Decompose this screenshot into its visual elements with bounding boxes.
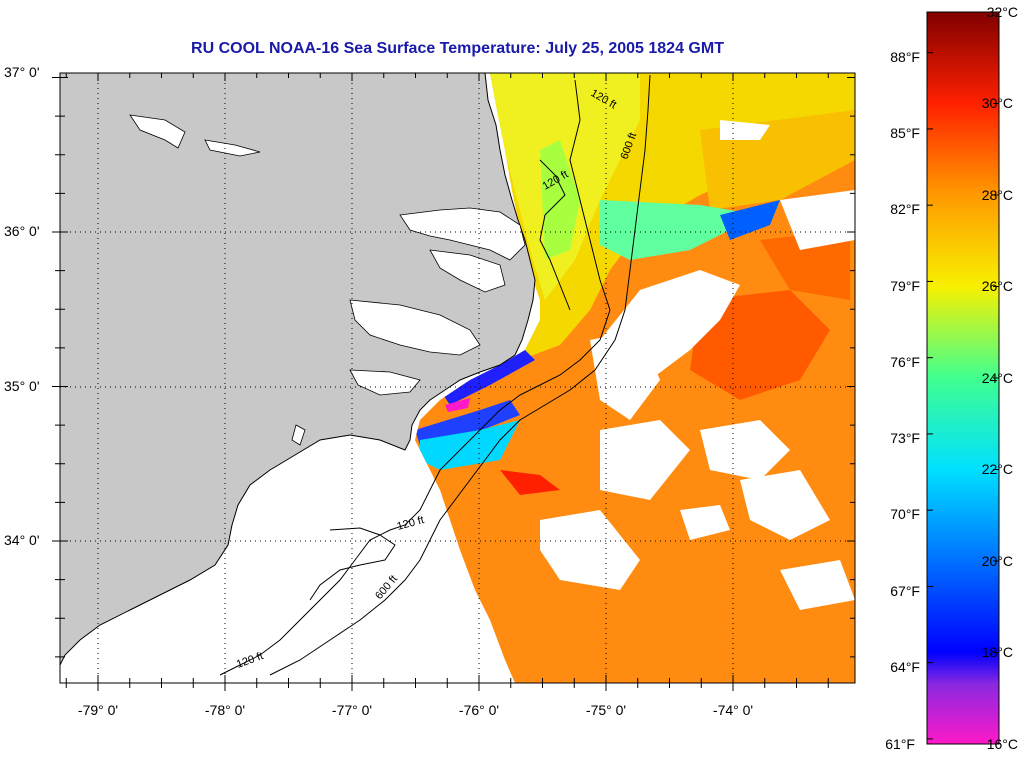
lat-label-34: 34° 0' (4, 532, 40, 548)
lon-label-77: -77° 0' (332, 702, 372, 718)
lon-label-75: -75° 0' (586, 702, 626, 718)
sst-red-spot (500, 470, 560, 495)
plot-frame (59, 72, 856, 684)
sst-red-eddy-1 (690, 290, 830, 400)
cb-f-70: 70°F (890, 506, 920, 522)
cb-f-67: 67°F (890, 583, 920, 599)
colorbar-celsius-labels: 32°C 30°C 28°C 26°C 24°C 22°C 20°C 18°C … (982, 4, 1018, 752)
contour-shelf (539, 159, 571, 311)
sst-blue-streak-3 (415, 400, 520, 445)
cb-f-76: 76°F (890, 354, 920, 370)
cb-f-88: 88°F (890, 49, 920, 65)
sst-blue-streak-2 (440, 345, 535, 405)
cb-c-26: 26°C (982, 278, 1013, 294)
cb-f-82: 82°F (890, 201, 920, 217)
sst-red-eddy-2 (760, 230, 850, 300)
cb-f-85: 85°F (890, 125, 920, 141)
lon-label-79: -79° 0' (78, 702, 118, 718)
longitude-labels: -79° 0' -78° 0' -77° 0' -76° 0' -75° 0' … (78, 702, 753, 718)
cb-c-24: 24°C (982, 370, 1013, 386)
lat-label-35: 35° 0' (4, 378, 40, 394)
cb-c-20: 20°C (982, 553, 1013, 569)
cb-c-18: 18°C (982, 644, 1013, 660)
axis-ticks (52, 73, 855, 691)
inland-waters (129, 114, 526, 446)
lat-label-36: 36° 0' (4, 223, 40, 239)
sst-magenta-patch (445, 398, 470, 412)
contour-600ft (269, 74, 651, 676)
sst-cyan-patch (420, 420, 520, 470)
latitude-labels: 37° 0' 36° 0' 35° 0' 34° 0' (4, 64, 40, 548)
lon-label-76: -76° 0' (459, 702, 499, 718)
cb-f-79: 79°F (890, 278, 920, 294)
colorbar-fahrenheit-labels: 88°F 85°F 82°F 79°F 76°F 73°F 70°F 67°F … (885, 49, 920, 752)
cb-f-61: 61°F (885, 736, 915, 752)
contour-120ft (219, 79, 611, 676)
colorbar-ticks (927, 11, 999, 745)
cb-c-32: 32°C (987, 4, 1018, 20)
cb-c-28: 28°C (982, 187, 1013, 203)
cloud-cover (540, 120, 855, 610)
graticule (60, 73, 855, 683)
cb-f-64: 64°F (890, 659, 920, 675)
lat-label-37: 37° 0' (4, 64, 40, 80)
cb-c-16: 16°C (987, 736, 1018, 752)
lon-label-78: -78° 0' (205, 702, 245, 718)
cb-c-30: 30°C (982, 95, 1013, 111)
cb-f-73: 73°F (890, 430, 920, 446)
lon-label-74: -74° 0' (713, 702, 753, 718)
sst-blue-streak-1 (720, 200, 780, 240)
colorbar (926, 11, 1000, 745)
bathymetry-contours: 120 ft 600 ft 120 ft 120 ft 600 ft 120 f… (219, 74, 651, 676)
contour-inner (309, 527, 396, 601)
chart-title: RU COOL NOAA-16 Sea Surface Temperature:… (191, 40, 724, 57)
cb-c-22: 22°C (982, 461, 1013, 477)
